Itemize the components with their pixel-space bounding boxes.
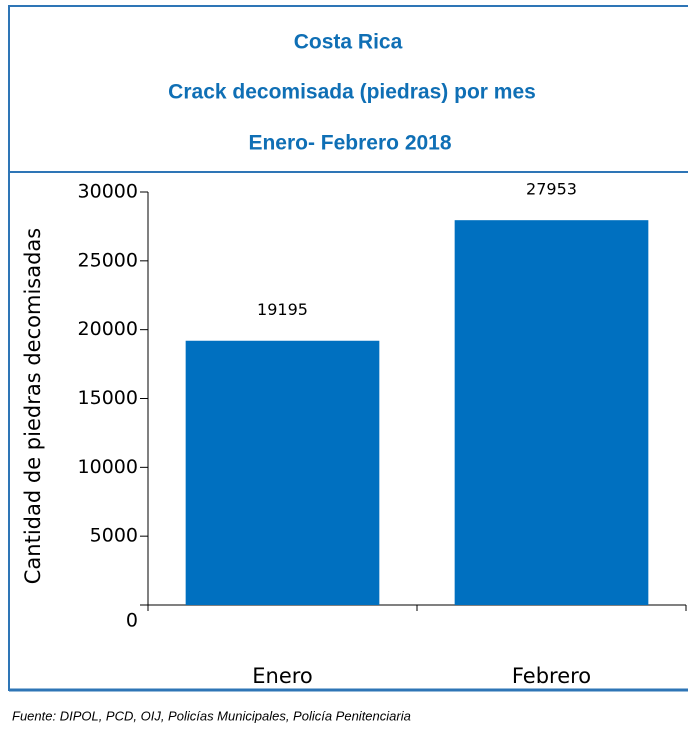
y-tick-label: 5000 (90, 525, 138, 547)
chart-subtitle: Crack decomisada (piedras) por mes (168, 81, 536, 104)
x-tick-label: Febrero (512, 664, 591, 688)
y-tick-label: 25000 (78, 249, 138, 271)
x-tick-label: Enero (252, 664, 313, 688)
value-label: 19195 (257, 300, 308, 319)
source-note: Fuente: DIPOL, PCD, OIJ, Policías Munici… (12, 708, 411, 723)
y-axis-label: Cantidad de piedras decomisadas (21, 228, 45, 584)
chart-title: Costa Rica (294, 31, 403, 54)
bar (185, 340, 380, 605)
y-tick-label: 20000 (78, 318, 138, 340)
y-tick-label: 10000 (78, 456, 138, 478)
value-label: 27953 (526, 180, 577, 199)
chart-period: Enero- Febrero 2018 (248, 132, 451, 155)
bar (454, 220, 649, 606)
y-tick-label: 15000 (78, 387, 138, 409)
y-tick-label: 30000 (78, 181, 138, 203)
y-tick-label: 0 (126, 610, 138, 632)
